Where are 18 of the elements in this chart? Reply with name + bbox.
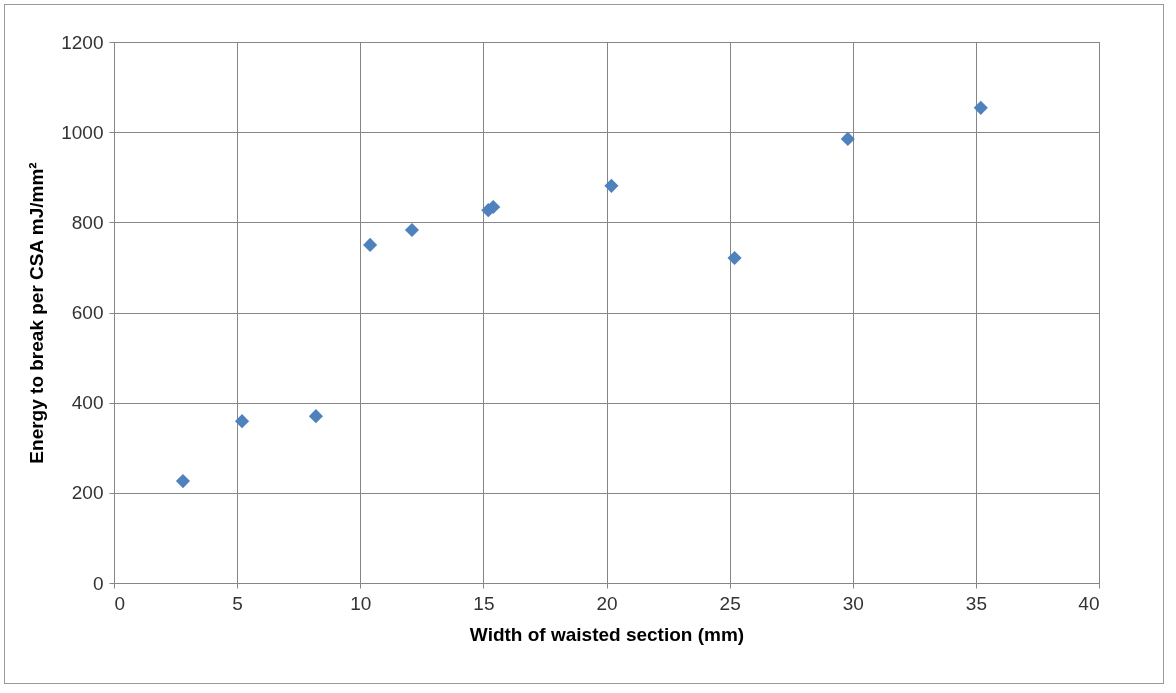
y-tick-label: 1000 — [61, 121, 104, 143]
x-tick-label: 30 — [842, 592, 864, 614]
x-axis-title: Width of waisted section (mm) — [469, 623, 745, 645]
y-tick-label: 600 — [71, 302, 104, 323]
x-tick-label: 15 — [473, 592, 495, 614]
x-tick-label: 25 — [719, 592, 741, 614]
y-tick-label: 800 — [71, 211, 104, 233]
x-tick-label: 40 — [1078, 592, 1100, 614]
x-tick-label: 0 — [114, 592, 126, 614]
x-tick-label: 10 — [350, 592, 372, 614]
y-tick-label: 0 — [92, 572, 104, 594]
y-tick-label: 200 — [71, 482, 104, 504]
y-axis-title: Energy to break per CSA mJ/mm² — [26, 162, 48, 464]
x-tick-label: 20 — [596, 592, 618, 614]
x-tick-label: 35 — [965, 592, 987, 614]
x-tick-label: 5 — [232, 592, 243, 614]
y-tick-label: 1200 — [61, 31, 104, 53]
y-tick-label: 400 — [71, 392, 104, 414]
